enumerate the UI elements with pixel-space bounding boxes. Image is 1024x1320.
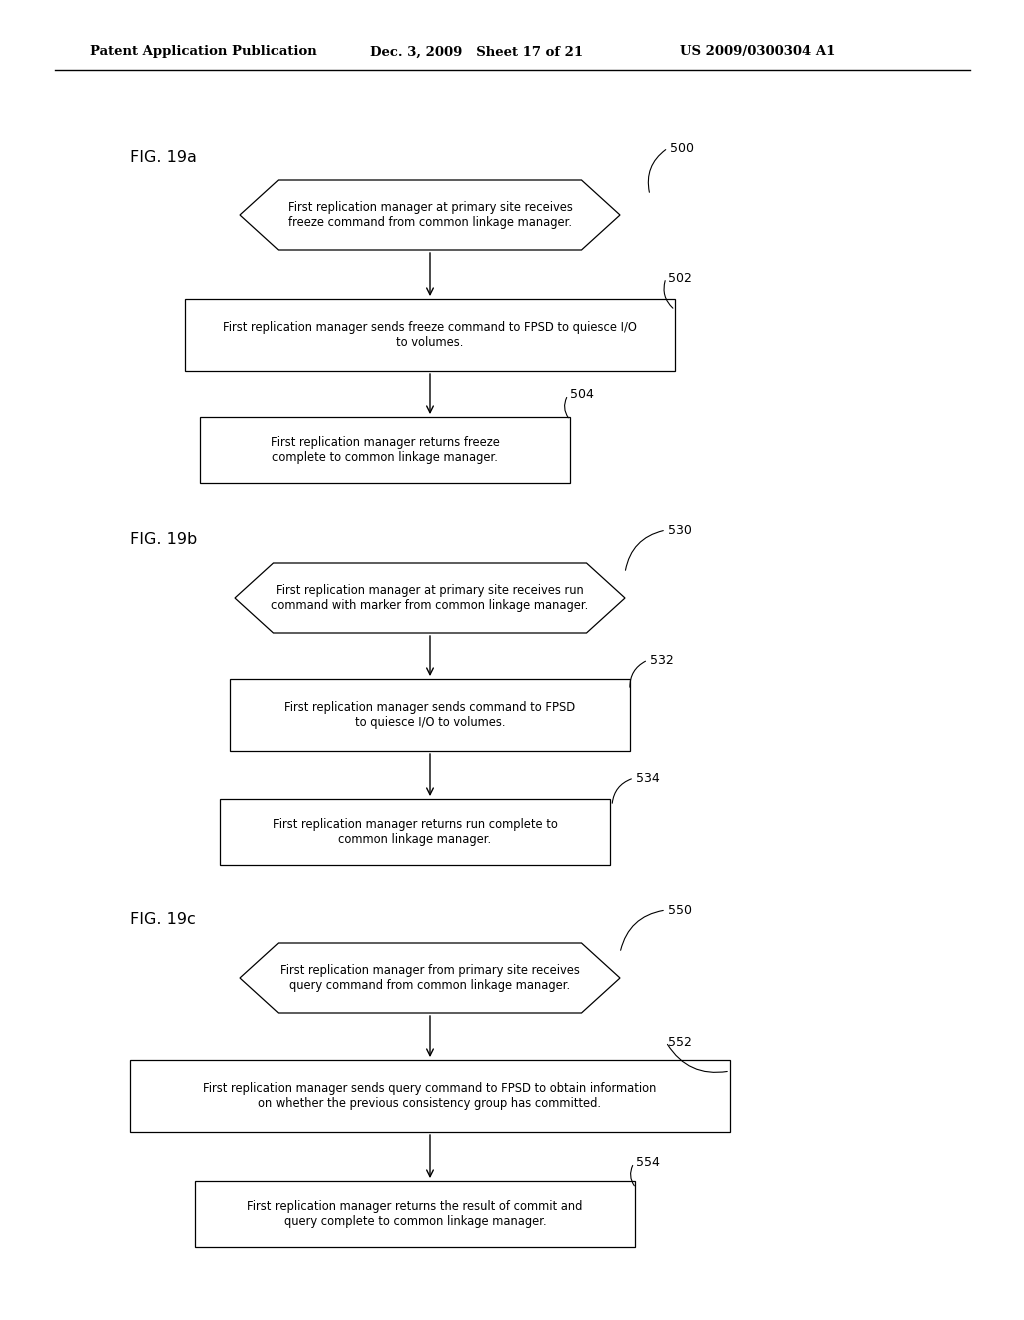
Bar <box>200 417 570 483</box>
Text: First replication manager returns run complete to
common linkage manager.: First replication manager returns run co… <box>272 818 557 846</box>
Text: First replication manager at primary site receives
freeze command from common li: First replication manager at primary sit… <box>288 201 572 228</box>
Text: Patent Application Publication: Patent Application Publication <box>90 45 316 58</box>
Text: US 2009/0300304 A1: US 2009/0300304 A1 <box>680 45 836 58</box>
Bar <box>195 1181 635 1247</box>
Bar <box>220 799 610 865</box>
Text: 554: 554 <box>636 1156 659 1170</box>
Bar <box>185 300 675 371</box>
Text: First replication manager at primary site receives run
command with marker from : First replication manager at primary sit… <box>271 583 589 612</box>
Text: First replication manager returns the result of commit and
query complete to com: First replication manager returns the re… <box>248 1200 583 1228</box>
Text: 532: 532 <box>650 653 674 667</box>
Bar <box>130 1060 730 1133</box>
Text: First replication manager sends freeze command to FPSD to quiesce I/O
to volumes: First replication manager sends freeze c… <box>223 321 637 348</box>
Text: 550: 550 <box>668 903 692 916</box>
Text: Dec. 3, 2009   Sheet 17 of 21: Dec. 3, 2009 Sheet 17 of 21 <box>370 45 583 58</box>
Text: 552: 552 <box>668 1035 692 1048</box>
Text: 530: 530 <box>668 524 692 536</box>
Text: 504: 504 <box>570 388 594 401</box>
Text: First replication manager sends command to FPSD
to quiesce I/O to volumes.: First replication manager sends command … <box>285 701 575 729</box>
Text: FIG. 19b: FIG. 19b <box>130 532 198 548</box>
Text: 502: 502 <box>668 272 692 285</box>
Text: FIG. 19a: FIG. 19a <box>130 150 197 165</box>
Text: First replication manager from primary site receives
query command from common l: First replication manager from primary s… <box>280 964 580 993</box>
Text: FIG. 19c: FIG. 19c <box>130 912 196 928</box>
Text: 500: 500 <box>670 141 694 154</box>
Text: First replication manager sends query command to FPSD to obtain information
on w: First replication manager sends query co… <box>204 1082 656 1110</box>
Bar <box>230 678 630 751</box>
Text: 534: 534 <box>636 771 659 784</box>
Text: First replication manager returns freeze
complete to common linkage manager.: First replication manager returns freeze… <box>270 436 500 465</box>
